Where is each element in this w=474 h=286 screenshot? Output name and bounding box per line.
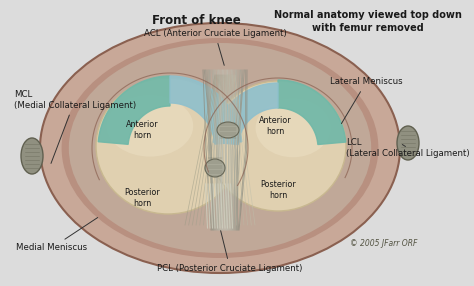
Polygon shape: [213, 83, 278, 144]
Text: LCL
(Lateral Collateral Ligament): LCL (Lateral Collateral Ligament): [346, 138, 470, 158]
Text: Medial Meniscus: Medial Meniscus: [16, 218, 98, 253]
Ellipse shape: [397, 126, 419, 160]
Text: MCL
(Medial Collateral Ligament): MCL (Medial Collateral Ligament): [14, 90, 136, 163]
Ellipse shape: [62, 38, 378, 258]
Text: Front of knee: Front of knee: [152, 14, 240, 27]
Text: Anterior
horn: Anterior horn: [126, 120, 158, 140]
Text: Normal anatomy viewed top down
with femur removed: Normal anatomy viewed top down with femu…: [274, 10, 462, 33]
Ellipse shape: [217, 122, 239, 138]
Text: Posterior
horn: Posterior horn: [124, 188, 160, 208]
Text: PCL (Posterior Cruciate Ligament): PCL (Posterior Cruciate Ligament): [157, 231, 303, 273]
Text: Anterior
horn: Anterior horn: [259, 116, 292, 136]
Ellipse shape: [21, 138, 43, 174]
Ellipse shape: [69, 43, 371, 253]
Ellipse shape: [40, 23, 400, 273]
Polygon shape: [278, 80, 346, 144]
Ellipse shape: [96, 78, 240, 214]
Ellipse shape: [205, 159, 225, 177]
Ellipse shape: [107, 96, 193, 157]
Polygon shape: [170, 76, 242, 144]
Ellipse shape: [255, 99, 330, 157]
Ellipse shape: [210, 81, 346, 211]
Polygon shape: [98, 76, 170, 144]
Text: © 2005 JFarr ORF: © 2005 JFarr ORF: [350, 239, 418, 249]
Text: Lateral Meniscus: Lateral Meniscus: [330, 78, 402, 124]
Text: ACL (Anterior Cruciate Ligament): ACL (Anterior Cruciate Ligament): [144, 29, 286, 65]
Text: Posterior
horn: Posterior horn: [260, 180, 296, 200]
